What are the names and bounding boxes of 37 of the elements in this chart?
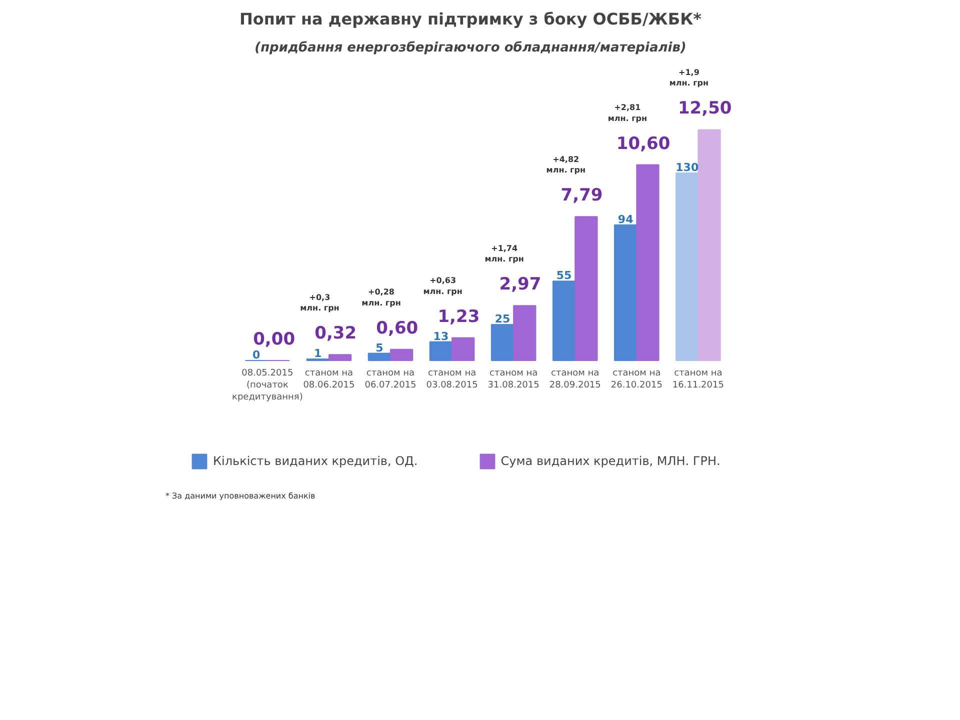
- chart-subtitle: (придбання енергозберігаючого обладнання/матеріалів): [254, 40, 686, 56]
- data-label: 25: [494, 312, 510, 326]
- bar: [328, 354, 352, 361]
- chart-title: Попит на державну підтримку з боку ОСББ/ЖБК*: [239, 10, 702, 28]
- annotation: +4,82 млн. грн: [546, 154, 586, 175]
- data-label: 55: [556, 269, 572, 282]
- data-label: 0: [252, 348, 261, 362]
- data-label: 7,79: [560, 186, 603, 206]
- data-label: 130: [676, 161, 699, 174]
- x-tick-label: станом на 26.10.2015: [610, 368, 662, 390]
- annotation: +0,63 млн. грн: [423, 276, 462, 296]
- x-tick-label: станом на 28.09.2015: [549, 368, 601, 390]
- x-tick-label: станом на 08.06.2015: [303, 368, 355, 390]
- annotation: +0,3 млн. грн: [300, 292, 340, 313]
- x-tick-label: станом на 31.08.2015: [488, 368, 540, 390]
- x-tick-label: станом на 16.11.2015: [672, 368, 724, 390]
- legend-label: Сума виданих кредитів, МЛН. ГРН.: [500, 454, 720, 468]
- data-label: 1: [314, 347, 322, 360]
- annotation: +1,74 млн. грн: [484, 244, 524, 264]
- x-tick-label: 08.05.2015 (початок кредитування): [232, 368, 303, 402]
- x-tick-label: станом на 06.07.2015: [364, 368, 416, 390]
- data-label: 2,97: [499, 274, 542, 295]
- legend-label: Кількість виданих кредитів, ОД.: [213, 454, 418, 468]
- x-tick-label: станом на 03.08.2015: [426, 368, 478, 390]
- data-label: 13: [433, 330, 449, 343]
- data-label: 0,00: [253, 330, 296, 350]
- text: * За даними уповноважених банків: [166, 492, 316, 500]
- data-label: 10,60: [616, 134, 670, 154]
- text: +2,81 млн. грн: [608, 103, 648, 123]
- data-label: 1,23: [438, 306, 480, 327]
- text: +1,9 млн. грн: [669, 68, 709, 88]
- data-label: 94: [618, 212, 634, 226]
- annotation: +0,28 млн. грн: [362, 288, 401, 308]
- data-label: 0,32: [314, 324, 357, 344]
- data-label: 12,50: [678, 98, 732, 119]
- data-label: 0,60: [376, 318, 418, 338]
- data-label: 5: [376, 341, 384, 354]
